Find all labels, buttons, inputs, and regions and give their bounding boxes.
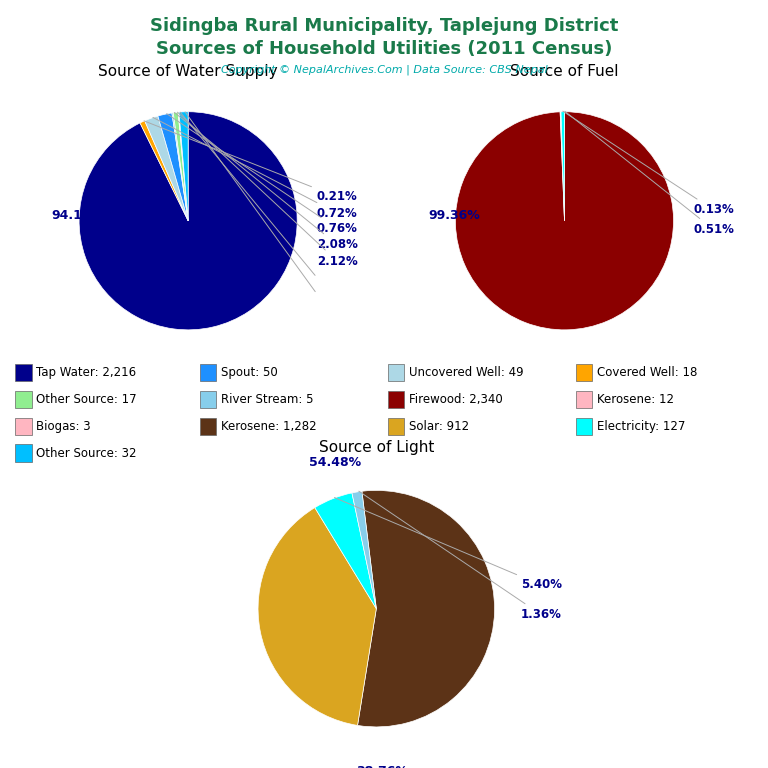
Text: 0.13%: 0.13% bbox=[563, 111, 734, 217]
Text: 5.40%: 5.40% bbox=[334, 498, 561, 591]
Wedge shape bbox=[315, 493, 376, 608]
Title: Source of Water Supply: Source of Water Supply bbox=[98, 65, 278, 79]
Wedge shape bbox=[352, 492, 376, 608]
Text: 0.21%: 0.21% bbox=[144, 121, 358, 204]
Text: Sidingba Rural Municipality, Taplejung District: Sidingba Rural Municipality, Taplejung D… bbox=[150, 17, 618, 35]
Text: Electricity: 127: Electricity: 127 bbox=[597, 420, 685, 432]
Wedge shape bbox=[179, 111, 188, 221]
Text: Firewood: 2,340: Firewood: 2,340 bbox=[409, 393, 502, 406]
Text: Copyright © NepalArchives.Com | Data Source: CBS Nepal: Copyright © NepalArchives.Com | Data Sou… bbox=[220, 65, 548, 75]
Wedge shape bbox=[140, 121, 188, 221]
Text: Uncovered Well: 49: Uncovered Well: 49 bbox=[409, 366, 524, 379]
Text: Kerosene: 12: Kerosene: 12 bbox=[597, 393, 674, 406]
Wedge shape bbox=[455, 111, 674, 329]
FancyBboxPatch shape bbox=[388, 418, 404, 435]
FancyBboxPatch shape bbox=[15, 445, 31, 462]
Wedge shape bbox=[178, 112, 188, 221]
Text: 94.10%: 94.10% bbox=[52, 209, 104, 222]
Wedge shape bbox=[158, 113, 188, 221]
FancyBboxPatch shape bbox=[15, 418, 31, 435]
FancyBboxPatch shape bbox=[576, 391, 592, 408]
Text: Covered Well: 18: Covered Well: 18 bbox=[597, 366, 697, 379]
Text: 38.76%: 38.76% bbox=[356, 765, 408, 768]
Text: Kerosene: 1,282: Kerosene: 1,282 bbox=[220, 420, 316, 432]
Text: River Stream: 5: River Stream: 5 bbox=[220, 393, 313, 406]
FancyBboxPatch shape bbox=[200, 391, 216, 408]
Wedge shape bbox=[561, 111, 564, 221]
FancyBboxPatch shape bbox=[200, 364, 216, 381]
Wedge shape bbox=[79, 111, 297, 329]
Text: 99.36%: 99.36% bbox=[429, 209, 480, 222]
Text: Sources of Household Utilities (2011 Census): Sources of Household Utilities (2011 Cen… bbox=[156, 40, 612, 58]
Wedge shape bbox=[560, 112, 564, 221]
FancyBboxPatch shape bbox=[200, 418, 216, 435]
Title: Source of Light: Source of Light bbox=[319, 441, 434, 455]
Text: Other Source: 32: Other Source: 32 bbox=[36, 447, 137, 459]
Wedge shape bbox=[172, 113, 188, 221]
Text: 54.48%: 54.48% bbox=[309, 456, 361, 469]
Text: Solar: 912: Solar: 912 bbox=[409, 420, 469, 432]
Wedge shape bbox=[144, 116, 188, 221]
FancyBboxPatch shape bbox=[388, 364, 404, 381]
FancyBboxPatch shape bbox=[15, 364, 31, 381]
FancyBboxPatch shape bbox=[15, 391, 31, 408]
Text: 0.76%: 0.76% bbox=[167, 114, 358, 235]
Text: 2.08%: 2.08% bbox=[174, 112, 358, 251]
Wedge shape bbox=[358, 491, 495, 727]
Text: Biogas: 3: Biogas: 3 bbox=[36, 420, 91, 432]
Text: Other Source: 17: Other Source: 17 bbox=[36, 393, 137, 406]
FancyBboxPatch shape bbox=[576, 418, 592, 435]
Text: Tap Water: 2,216: Tap Water: 2,216 bbox=[36, 366, 137, 379]
Text: 1.36%: 1.36% bbox=[359, 492, 561, 621]
Text: 2.12%: 2.12% bbox=[177, 112, 358, 268]
Text: 0.72%: 0.72% bbox=[153, 118, 358, 220]
Wedge shape bbox=[174, 112, 188, 221]
Text: 0.51%: 0.51% bbox=[565, 111, 734, 236]
Title: Source of Fuel: Source of Fuel bbox=[510, 65, 619, 79]
FancyBboxPatch shape bbox=[388, 391, 404, 408]
FancyBboxPatch shape bbox=[576, 364, 592, 381]
Text: Spout: 50: Spout: 50 bbox=[220, 366, 277, 379]
Wedge shape bbox=[258, 508, 376, 726]
